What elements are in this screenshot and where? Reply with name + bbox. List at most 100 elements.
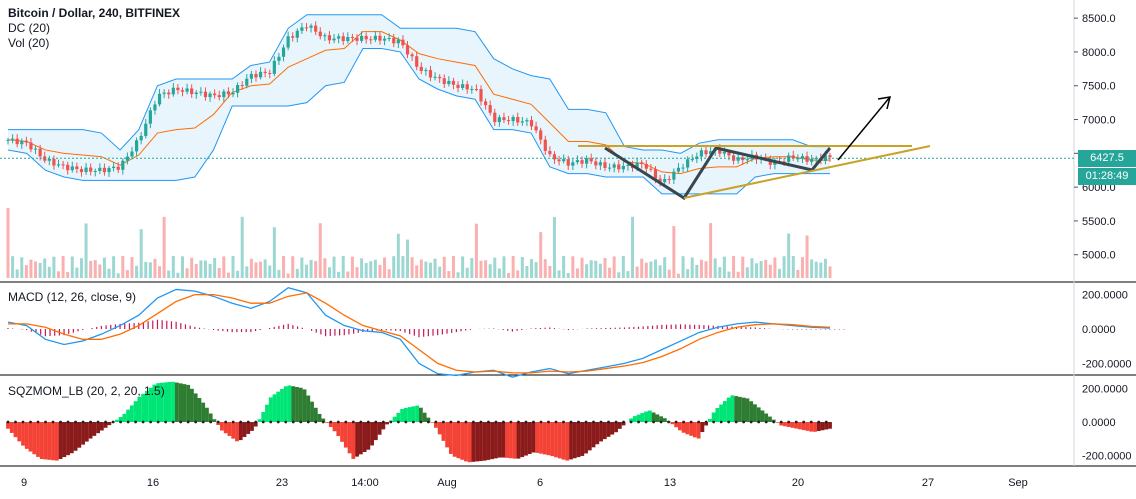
squeeze-momentum-bar xyxy=(224,422,228,433)
squeeze-momentum-bar xyxy=(205,408,209,422)
volume-bar xyxy=(525,266,528,278)
squeeze-momentum-bar xyxy=(77,422,81,448)
squeeze-momentum-bar xyxy=(40,422,44,459)
volume-bar xyxy=(457,272,460,278)
volume-bar xyxy=(108,269,111,278)
volume-bar xyxy=(296,269,299,278)
candle-body xyxy=(562,159,565,161)
volume-bar xyxy=(741,257,744,278)
candle-body xyxy=(117,167,120,170)
candle-body xyxy=(300,27,303,30)
candle-body xyxy=(429,70,432,77)
volume-bar xyxy=(466,268,469,278)
squeeze-dot xyxy=(562,421,565,424)
sqzmom-title: SQZMOM_LB (20, 2, 20, 1.5) xyxy=(8,384,165,399)
candle-body xyxy=(204,92,207,97)
volume-bar xyxy=(829,266,832,278)
squeeze-dot xyxy=(187,421,190,424)
squeeze-dot xyxy=(307,421,310,424)
volume-bar xyxy=(356,267,359,278)
squeeze-dot xyxy=(434,421,437,424)
last-price-badge: 6427.5 xyxy=(1078,150,1136,167)
volume-bar xyxy=(558,270,561,278)
squeeze-dot xyxy=(52,421,55,424)
candle-body xyxy=(493,113,496,122)
candle-body xyxy=(415,56,418,67)
volume-bar xyxy=(617,272,620,278)
volume-bar xyxy=(277,270,280,278)
squeeze-momentum-bar xyxy=(59,422,63,459)
volume-bar xyxy=(57,271,60,278)
squeeze-dot xyxy=(600,421,603,424)
volume-bar xyxy=(415,265,418,278)
volume-bar xyxy=(62,256,65,278)
volume-bar xyxy=(199,260,202,278)
volume-bar xyxy=(507,273,510,278)
volume-bar xyxy=(52,257,55,278)
squeeze-momentum-bar xyxy=(276,392,280,422)
squeeze-dot xyxy=(202,421,205,424)
candle-body xyxy=(433,77,436,78)
squeeze-momentum-bar xyxy=(670,422,674,424)
candle-body xyxy=(535,126,538,130)
volume-bar xyxy=(424,262,427,278)
volume-bar xyxy=(287,274,290,278)
main-legend: Bitcoin / Dollar, 240, BITFINEX DC (20) … xyxy=(8,6,180,51)
candle-body xyxy=(668,179,671,180)
squeeze-momentum-bar xyxy=(171,382,175,422)
volume-bar xyxy=(117,273,120,278)
squeeze-dot xyxy=(810,421,813,424)
squeeze-momentum-bar xyxy=(32,422,36,454)
squeeze-momentum-bar xyxy=(532,422,536,452)
squeeze-momentum-bar xyxy=(806,422,810,431)
squeeze-dot xyxy=(457,421,460,424)
squeeze-momentum-bar xyxy=(314,408,318,422)
squeeze-momentum-bar xyxy=(502,422,506,458)
squeeze-momentum-bar xyxy=(295,387,299,422)
volume-bar xyxy=(585,264,588,278)
squeeze-momentum-bar xyxy=(47,422,51,460)
candle-body xyxy=(172,88,175,95)
squeeze-dot xyxy=(419,421,422,424)
volume-bar xyxy=(250,259,253,278)
x-axis-tick-label: 9 xyxy=(21,477,27,489)
volume-bar xyxy=(461,256,464,278)
volume-bar xyxy=(475,224,478,278)
candle-body xyxy=(516,117,519,123)
volume-bar xyxy=(764,260,767,278)
candle-body xyxy=(691,159,694,160)
price-tick-label: 7500.0 xyxy=(1082,81,1116,93)
volume-bar xyxy=(149,262,152,278)
candle-body xyxy=(557,159,560,161)
squeeze-dot xyxy=(592,421,595,424)
volume-bar xyxy=(406,240,409,278)
volume-bar xyxy=(512,256,515,278)
volume-bar xyxy=(337,272,340,278)
squeeze-momentum-bar xyxy=(269,397,273,422)
squeeze-dot xyxy=(630,421,633,424)
candle-body xyxy=(319,32,322,37)
squeeze-momentum-bar xyxy=(445,422,449,447)
squeeze-momentum-bar xyxy=(55,422,59,461)
squeeze-momentum-bar xyxy=(126,410,130,422)
squeeze-momentum-bar xyxy=(96,422,100,433)
volume-bar xyxy=(553,217,556,278)
squeeze-momentum-bar xyxy=(746,398,750,422)
squeeze-momentum-bar xyxy=(14,422,18,437)
volume-bar xyxy=(645,263,648,278)
squeeze-momentum-bar xyxy=(550,422,554,456)
candle-body xyxy=(530,120,533,126)
candle-body xyxy=(649,169,652,170)
volume-bar xyxy=(640,259,643,278)
squeeze-momentum-bar xyxy=(494,422,498,458)
candle-body xyxy=(479,89,482,101)
candle-body xyxy=(746,159,749,160)
volume-bar xyxy=(686,269,689,278)
volume-bar xyxy=(94,260,97,278)
squeeze-dot xyxy=(127,421,130,424)
squeeze-momentum-bar xyxy=(25,422,29,449)
volume-bar xyxy=(126,270,129,278)
candle-body xyxy=(121,161,124,170)
candle-body xyxy=(613,164,616,167)
